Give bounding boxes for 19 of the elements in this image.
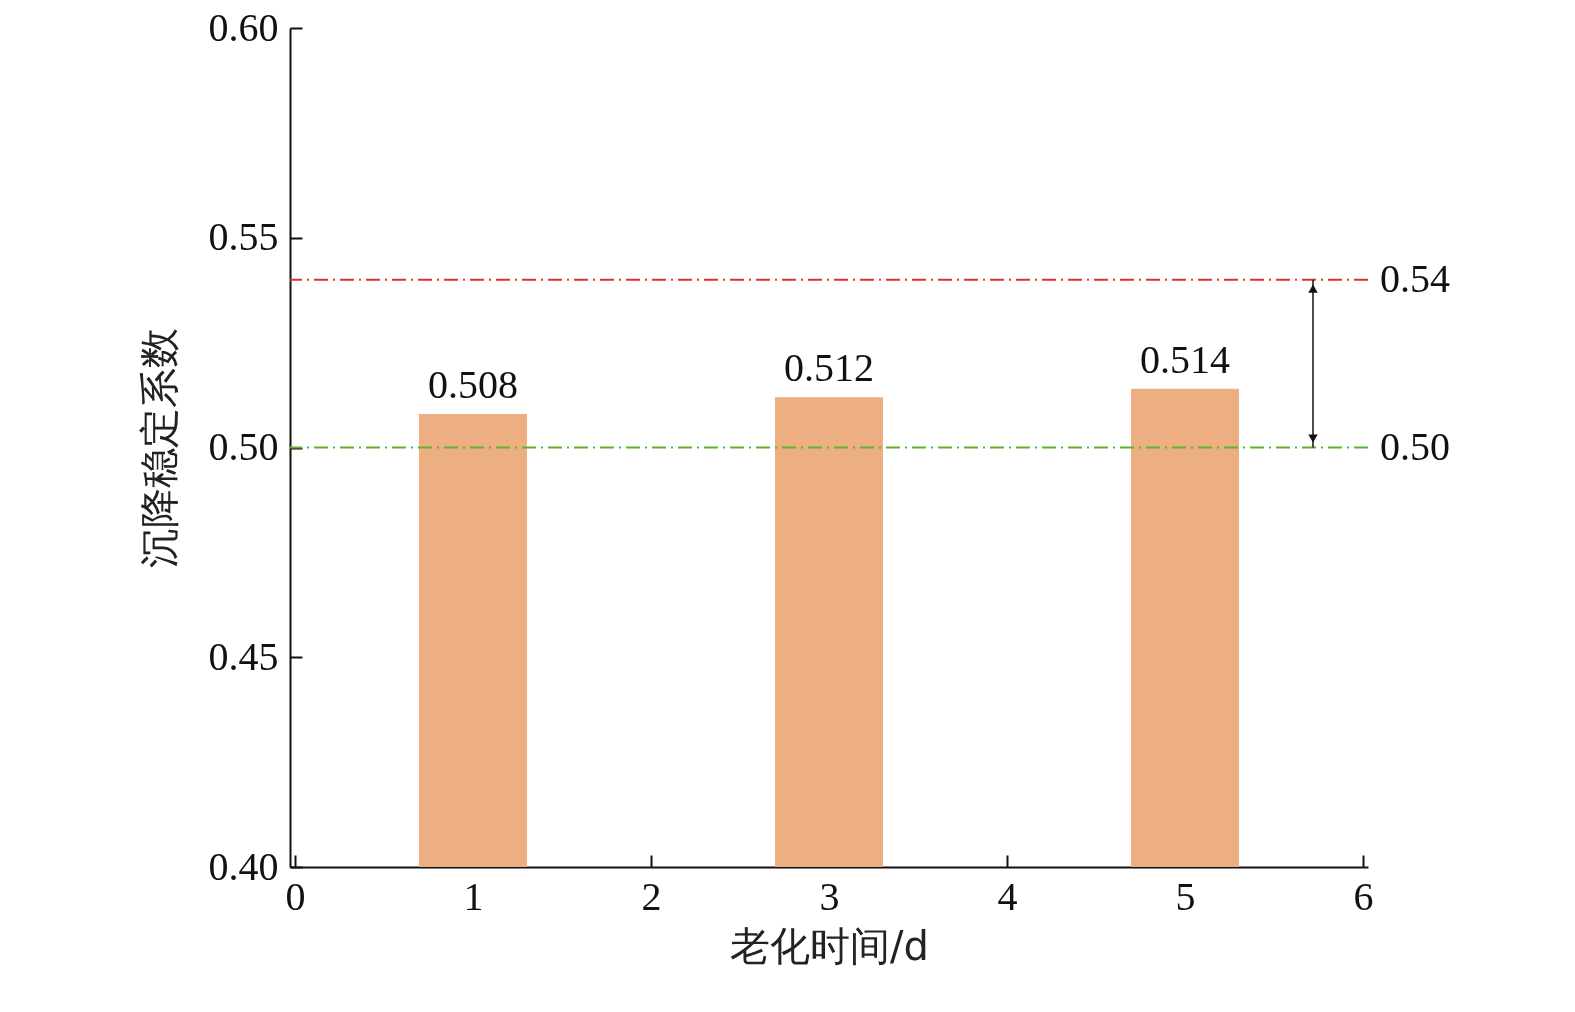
x-tick-label: 5 bbox=[1175, 873, 1196, 919]
y-axis-title: 沉降稳定系数 bbox=[135, 328, 182, 568]
x-axis-title: 老化时间/d bbox=[730, 922, 929, 969]
ref-line-label: 0.54 bbox=[1380, 255, 1450, 301]
x-tick-label: 0 bbox=[285, 873, 306, 919]
data-label: 0.508 bbox=[428, 361, 518, 407]
y-tick-label: 0.60 bbox=[208, 4, 279, 50]
y-tick-label: 0.55 bbox=[208, 214, 279, 260]
x-tick-label: 3 bbox=[819, 873, 840, 919]
x-tick-label: 1 bbox=[463, 873, 484, 919]
data-label: 0.514 bbox=[1140, 336, 1230, 382]
ref-line-label: 0.50 bbox=[1380, 423, 1450, 469]
y-tick-label: 0.45 bbox=[208, 633, 279, 679]
x-tick-label: 4 bbox=[997, 873, 1018, 919]
y-tick-label: 0.50 bbox=[208, 424, 279, 469]
x-tick-label: 6 bbox=[1353, 873, 1374, 919]
x-tick-label: 2 bbox=[641, 873, 662, 919]
y-tick-label: 0.40 bbox=[208, 843, 279, 889]
data-label: 0.512 bbox=[784, 345, 874, 391]
